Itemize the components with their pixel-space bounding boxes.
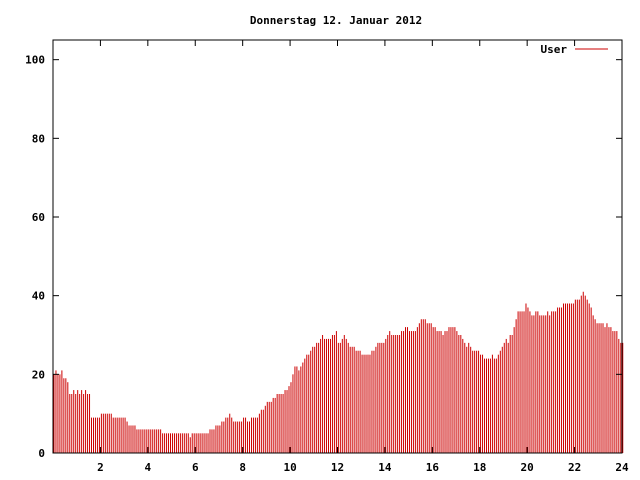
y-tick-label: 0 (38, 447, 45, 460)
x-tick-label: 4 (145, 461, 152, 474)
x-tick-label: 22 (568, 461, 581, 474)
x-tick-label: 16 (426, 461, 440, 474)
x-tick-label: 2 (97, 461, 104, 474)
x-tick-label: 20 (521, 461, 534, 474)
y-tick-label: 40 (32, 290, 45, 303)
y-tick-label: 60 (32, 211, 45, 224)
bar-series-user (53, 291, 624, 453)
legend-label-user: User (541, 43, 568, 56)
x-tick-label: 18 (473, 461, 486, 474)
y-axis: 0 20 40 60 80 100 (25, 54, 622, 460)
x-tick-label: 12 (331, 461, 344, 474)
x-axis: 2 4 6 8 10 12 14 16 18 20 22 24 (97, 40, 629, 474)
y-tick-label: 20 (32, 368, 45, 381)
x-tick-label: 24 (615, 461, 629, 474)
y-tick-label: 100 (25, 54, 45, 67)
x-tick-label: 8 (239, 461, 246, 474)
x-tick-label: 10 (283, 461, 296, 474)
x-tick-label: 6 (192, 461, 199, 474)
chart-title: Donnerstag 12. Januar 2012 (250, 14, 422, 27)
x-tick-label: 14 (378, 461, 392, 474)
y-tick-label: 80 (32, 132, 45, 145)
legend: User (541, 43, 608, 56)
